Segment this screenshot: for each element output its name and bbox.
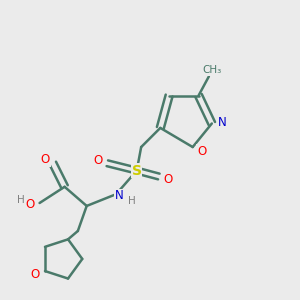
Text: N: N xyxy=(115,189,124,202)
Text: S: S xyxy=(132,164,142,178)
Text: O: O xyxy=(41,153,50,166)
Text: O: O xyxy=(163,173,172,186)
Text: H: H xyxy=(128,196,136,206)
Text: O: O xyxy=(26,198,35,211)
Text: N: N xyxy=(218,116,226,128)
Text: H: H xyxy=(16,195,24,205)
Text: O: O xyxy=(93,154,103,167)
Text: O: O xyxy=(30,268,39,281)
Text: CH₃: CH₃ xyxy=(202,65,221,76)
Text: O: O xyxy=(197,145,206,158)
